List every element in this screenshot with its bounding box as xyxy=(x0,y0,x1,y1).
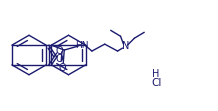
Text: HN: HN xyxy=(75,41,89,50)
Text: O: O xyxy=(58,63,66,73)
Text: O: O xyxy=(56,54,63,64)
Text: H: H xyxy=(152,69,159,79)
Text: O: O xyxy=(56,46,63,56)
Text: Cl: Cl xyxy=(151,78,162,88)
Text: N: N xyxy=(122,41,129,51)
